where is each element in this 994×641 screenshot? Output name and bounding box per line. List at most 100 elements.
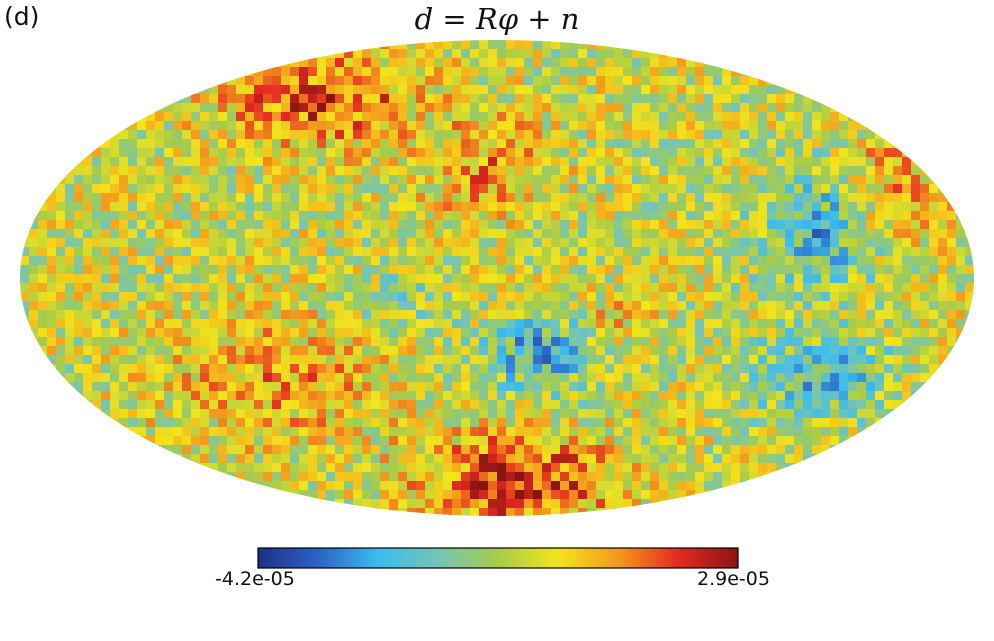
map-pixel <box>173 112 183 122</box>
map-pixel <box>254 319 264 329</box>
map-pixel <box>236 85 246 95</box>
map-pixel <box>479 391 489 401</box>
map-pixel <box>65 193 75 203</box>
map-pixel <box>371 508 381 516</box>
map-pixel <box>578 319 588 329</box>
map-pixel <box>794 166 804 176</box>
map-pixel <box>47 292 57 302</box>
map-pixel <box>416 76 426 86</box>
map-pixel <box>164 292 174 302</box>
map-pixel <box>398 400 408 410</box>
map-pixel <box>443 373 453 383</box>
map-pixel <box>713 328 723 338</box>
map-pixel <box>38 283 48 293</box>
map-pixel <box>524 40 534 50</box>
map-pixel <box>371 265 381 275</box>
map-pixel <box>191 256 201 266</box>
map-pixel <box>515 472 525 482</box>
map-pixel <box>308 139 318 149</box>
map-pixel <box>722 265 732 275</box>
map-pixel <box>344 499 354 509</box>
map-pixel <box>623 328 633 338</box>
map-pixel <box>740 355 750 365</box>
map-pixel <box>839 274 849 284</box>
map-pixel <box>569 355 579 365</box>
map-pixel <box>785 427 795 437</box>
map-pixel <box>119 139 129 149</box>
map-pixel <box>533 121 543 131</box>
map-pixel <box>101 355 111 365</box>
map-pixel <box>515 94 525 104</box>
map-pixel <box>677 148 687 158</box>
map-pixel <box>434 454 444 464</box>
map-pixel <box>326 157 336 167</box>
map-pixel <box>686 184 696 194</box>
map-pixel <box>911 283 921 293</box>
map-pixel <box>227 319 237 329</box>
map-pixel <box>704 67 714 77</box>
map-pixel <box>344 463 354 473</box>
map-pixel <box>362 175 372 185</box>
map-pixel <box>416 382 426 392</box>
map-pixel <box>902 157 912 167</box>
map-pixel <box>380 175 390 185</box>
map-pixel <box>164 319 174 329</box>
map-pixel <box>641 148 651 158</box>
map-pixel <box>542 238 552 248</box>
map-pixel <box>308 319 318 329</box>
map-pixel <box>740 481 750 491</box>
map-pixel <box>785 229 795 239</box>
map-pixel <box>263 139 273 149</box>
map-pixel <box>254 256 264 266</box>
map-pixel <box>614 265 624 275</box>
map-pixel <box>272 229 282 239</box>
map-pixel <box>785 346 795 356</box>
map-pixel <box>704 283 714 293</box>
map-pixel <box>857 121 867 131</box>
map-pixel <box>884 382 894 392</box>
map-pixel <box>722 103 732 113</box>
map-pixel <box>227 283 237 293</box>
map-pixel <box>110 328 120 338</box>
map-pixel <box>542 157 552 167</box>
map-pixel <box>911 301 921 311</box>
map-pixel <box>488 436 498 446</box>
map-pixel <box>506 67 516 77</box>
map-pixel <box>380 148 390 158</box>
map-pixel <box>677 301 687 311</box>
map-pixel <box>902 202 912 212</box>
map-pixel <box>182 94 192 104</box>
map-pixel <box>398 40 408 50</box>
map-pixel <box>299 211 309 221</box>
map-pixel <box>722 436 732 446</box>
map-pixel <box>191 391 201 401</box>
map-pixel <box>506 346 516 356</box>
map-pixel <box>704 382 714 392</box>
map-pixel <box>812 193 822 203</box>
map-pixel <box>560 166 570 176</box>
map-pixel <box>191 121 201 131</box>
map-pixel <box>560 346 570 356</box>
map-pixel <box>776 211 786 221</box>
map-pixel <box>182 436 192 446</box>
map-pixel <box>146 274 156 284</box>
map-pixel <box>596 247 606 257</box>
map-pixel <box>83 328 93 338</box>
map-pixel <box>326 274 336 284</box>
map-pixel <box>875 148 885 158</box>
map-pixel <box>128 202 138 212</box>
map-pixel <box>101 220 111 230</box>
map-pixel <box>119 355 129 365</box>
map-pixel <box>695 391 705 401</box>
map-pixel <box>857 427 867 437</box>
map-pixel <box>434 265 444 275</box>
map-pixel <box>569 382 579 392</box>
map-pixel <box>191 292 201 302</box>
map-pixel <box>497 310 507 320</box>
map-pixel <box>884 229 894 239</box>
map-pixel <box>488 184 498 194</box>
map-pixel <box>164 175 174 185</box>
map-pixel <box>155 391 165 401</box>
map-pixel <box>74 193 84 203</box>
map-pixel <box>596 346 606 356</box>
